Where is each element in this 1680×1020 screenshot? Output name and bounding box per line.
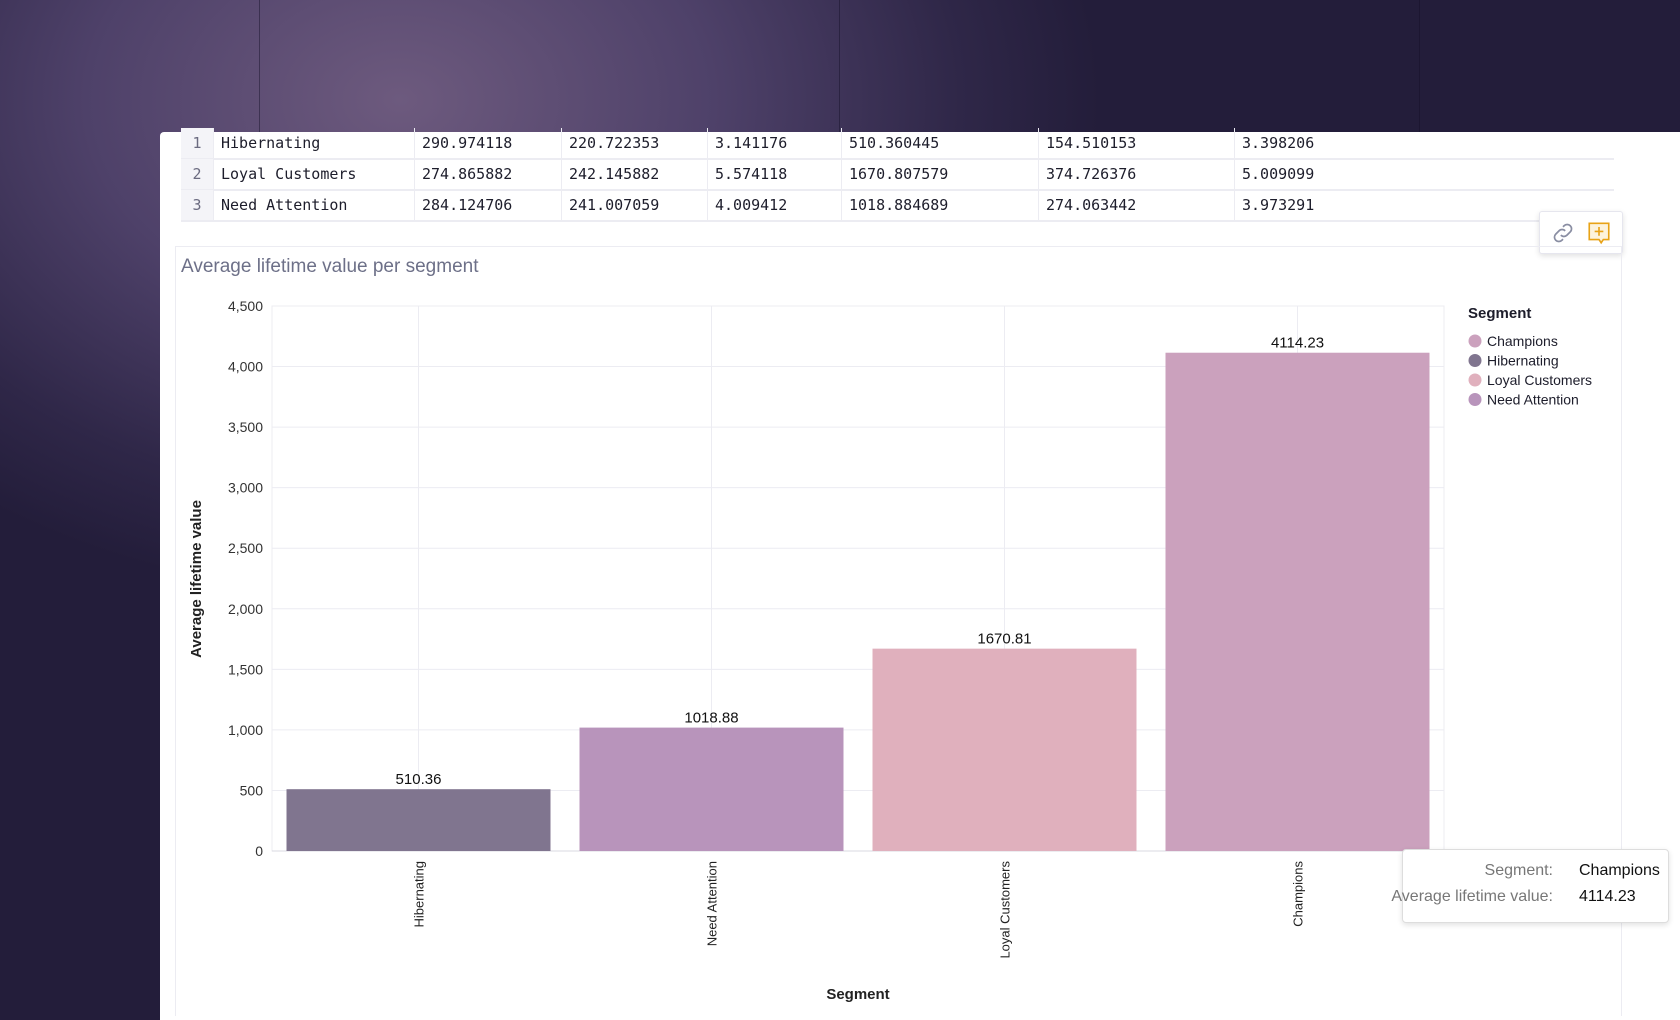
table-cell: 3.398206 [1234,128,1314,158]
y-tick-label: 2,500 [228,540,263,556]
table-cell: Need Attention [213,190,347,220]
background-divider [1419,0,1420,132]
legend-item: Hibernating [1487,353,1559,369]
y-tick-label: 4,000 [228,359,263,375]
chart-title: Average lifetime value per segment [181,256,479,277]
legend-item: Champions [1487,333,1558,349]
row-index: 3 [181,190,213,220]
y-tick-label: 500 [240,782,264,798]
table-cell: 1018.884689 [841,190,948,220]
y-tick-label: 1,500 [228,661,263,677]
legend-title: Segment [1468,305,1531,322]
bar-data-label: 1018.88 [684,710,738,727]
y-tick-label: 4,500 [228,298,263,314]
legend-item: Loyal Customers [1487,372,1592,388]
bar-data-label: 4114.23 [1271,335,1324,352]
bar-champions [1165,352,1430,851]
table-cell: 154.510153 [1038,128,1136,158]
legend-item: Need Attention [1487,392,1579,408]
tooltip-segment-value: Champions [1579,862,1660,879]
table-cell: 4.009412 [707,190,787,220]
table-cell: 241.007059 [561,190,659,220]
table-cell: 5.574118 [707,159,787,189]
legend-swatch [1468,393,1482,406]
row-index: 2 [181,159,213,189]
background-divider [839,0,840,132]
table-cell: Loyal Customers [213,159,356,189]
table-cell: 374.726376 [1038,159,1136,189]
tooltip-segment-label: Segment: [1484,862,1553,879]
background-divider [259,0,260,132]
x-tick-label: Hibernating [412,861,427,928]
row-index: 1 [181,128,213,158]
y-tick-label: 3,000 [228,480,263,496]
tooltip-value-label: Average lifetime value: [1391,888,1553,905]
table-cell: 220.722353 [561,128,659,158]
add-comment-icon [1588,222,1610,245]
table-cell: 3.141176 [707,128,787,158]
bar-need-attention [579,727,844,851]
table-cell: 510.360445 [841,128,939,158]
x-tick-label: Need Attention [705,861,720,946]
y-tick-label: 2,000 [228,601,263,617]
table-cell: 284.124706 [414,190,512,220]
table-cell: Hibernating [213,128,320,158]
y-tick-label: 1,000 [228,722,263,738]
table-cell: 290.974118 [414,128,512,158]
x-tick-label: Champions [1291,861,1306,927]
table-row: 2 Loyal Customers 274.865882 242.145882 5.57… [181,159,1614,191]
link-icon [1553,223,1573,243]
bar-data-label: 510.36 [396,771,442,788]
table-cell: 242.145882 [561,159,659,189]
y-tick-label: 3,500 [228,419,263,435]
table-cell: 274.865882 [414,159,512,189]
x-tick-label: Loyal Customers [998,861,1013,959]
link-button[interactable] [1550,220,1576,246]
y-axis-title: Average lifetime value [188,500,205,658]
chart-tooltip: Segment: Champions Average lifetime valu… [1391,849,1669,923]
legend-swatch [1468,354,1482,367]
add-comment-button[interactable] [1586,220,1612,246]
table-cell: 274.063442 [1038,190,1136,220]
table-cell: 1670.807579 [841,159,948,189]
legend-swatch [1468,373,1482,387]
y-tick-label: 0 [255,843,263,859]
legend-swatch [1468,334,1482,348]
tooltip-value: 4114.23 [1579,888,1636,905]
bar-loyal-customers [872,648,1137,851]
table-cell: 5.009099 [1234,159,1314,189]
table-cell: 3.973291 [1234,190,1314,220]
table-row: 1 Hibernating 290.974118 220.722353 3.141176… [181,128,1614,160]
x-axis-title: Segment [826,986,889,1003]
table-row: 3 Need Attention 284.124706 241.007059 4.009… [181,190,1614,222]
chart-card [175,246,1622,1016]
bar-data-label: 1670.81 [977,631,1031,648]
bar-hibernating [286,789,551,851]
